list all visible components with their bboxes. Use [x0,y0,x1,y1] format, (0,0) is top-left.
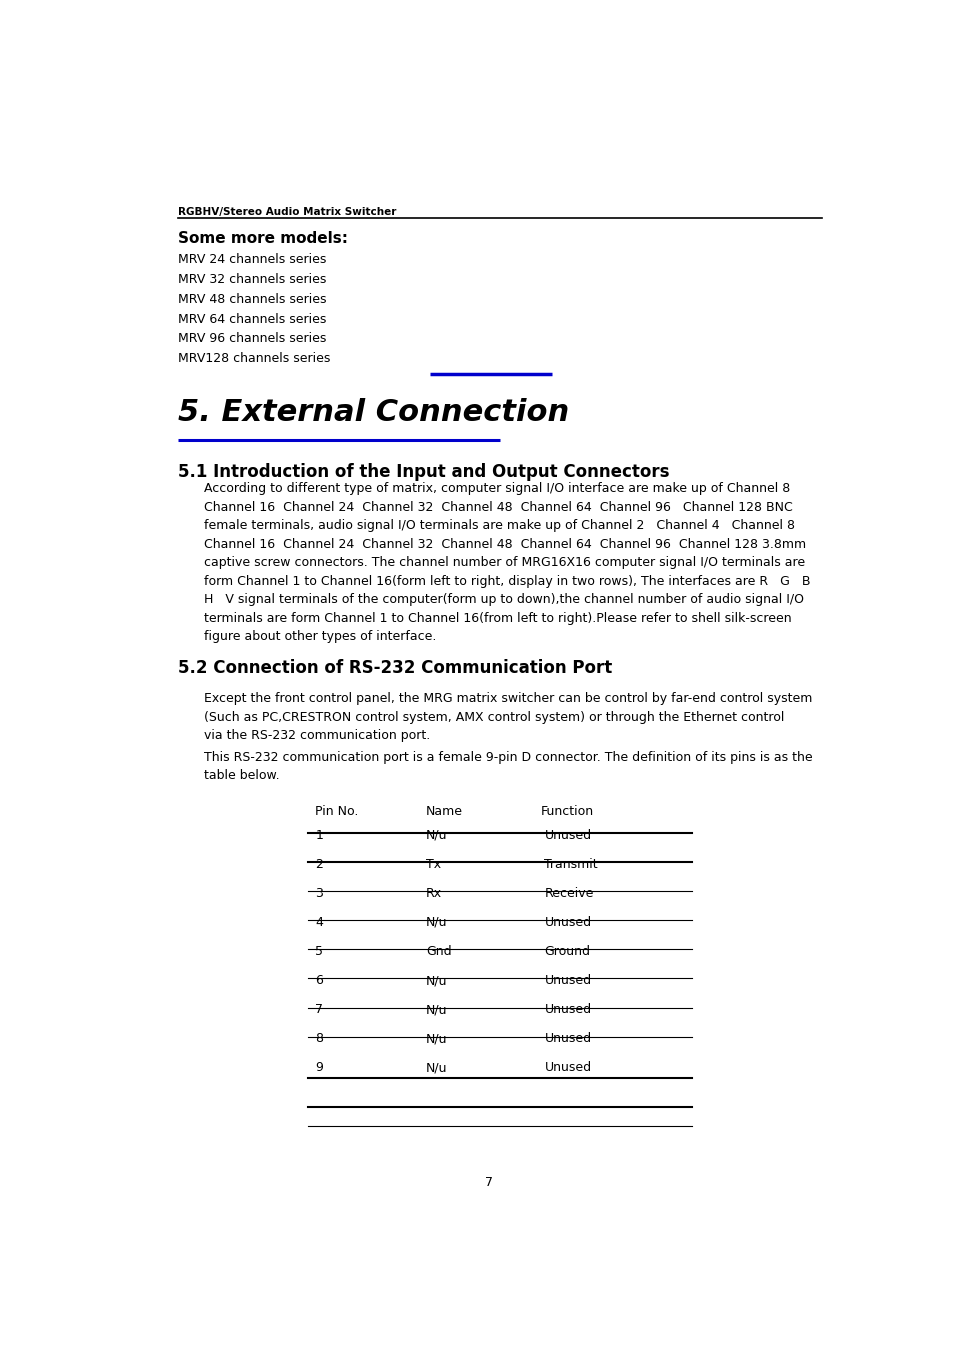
Text: MRV 96 channels series: MRV 96 channels series [178,332,327,346]
Text: figure about other types of interface.: figure about other types of interface. [204,630,436,643]
Text: MRV128 channels series: MRV128 channels series [178,352,331,366]
Text: Unused: Unused [544,1033,591,1045]
Text: 1: 1 [314,829,323,841]
Text: N/u: N/u [426,829,447,841]
Text: MRV 24 channels series: MRV 24 channels series [178,254,327,266]
Text: MRV 48 channels series: MRV 48 channels series [178,293,327,306]
Text: N/u: N/u [426,975,447,987]
Text: 9: 9 [314,1061,323,1075]
Text: N/u: N/u [426,1003,447,1017]
Text: table below.: table below. [204,769,279,783]
Text: via the RS-232 communication port.: via the RS-232 communication port. [204,729,430,742]
Text: Gnd: Gnd [426,945,451,958]
Text: H   V signal terminals of the computer(form up to down),the channel number of au: H V signal terminals of the computer(for… [204,593,803,606]
Text: (Such as PC,CRESTRON control system, AMX control system) or through the Ethernet: (Such as PC,CRESTRON control system, AMX… [204,711,783,724]
Text: 5. External Connection: 5. External Connection [178,398,569,427]
Text: This RS-232 communication port is a female 9-pin D connector. The definition of : This RS-232 communication port is a fema… [204,751,812,764]
Text: 6: 6 [314,975,323,987]
Text: Pin No.: Pin No. [314,805,358,818]
Text: Transmit: Transmit [544,857,598,871]
Text: 5.1 Introduction of the Input and Output Connectors: 5.1 Introduction of the Input and Output… [178,463,669,482]
Text: 2: 2 [314,857,323,871]
Text: 3: 3 [314,887,323,899]
Text: 4: 4 [314,915,323,929]
Text: female terminals, audio signal I/O terminals are make up of Channel 2   Channel : female terminals, audio signal I/O termi… [204,520,795,532]
Text: RGBHV/Stereo Audio Matrix Switcher: RGBHV/Stereo Audio Matrix Switcher [178,207,396,217]
Text: Channel 16  Channel 24  Channel 32  Channel 48  Channel 64  Channel 96   Channel: Channel 16 Channel 24 Channel 32 Channel… [204,501,792,513]
Text: 7: 7 [314,1003,323,1017]
Text: Channel 16  Channel 24  Channel 32  Channel 48  Channel 64  Channel 96  Channel : Channel 16 Channel 24 Channel 32 Channel… [204,537,805,551]
Text: N/u: N/u [426,915,447,929]
Text: Function: Function [540,805,593,818]
Text: Tx: Tx [426,857,440,871]
Text: 7: 7 [484,1176,493,1188]
Text: captive screw connectors. The channel number of MRG16X16 computer signal I/O ter: captive screw connectors. The channel nu… [204,556,804,570]
Text: form Channel 1 to Channel 16(form left to right, display in two rows), The inter: form Channel 1 to Channel 16(form left t… [204,575,810,587]
Text: Some more models:: Some more models: [178,231,348,246]
Text: Ground: Ground [544,945,590,958]
Text: 5: 5 [314,945,323,958]
Text: Unused: Unused [544,1003,591,1017]
Text: N/u: N/u [426,1061,447,1075]
Text: Unused: Unused [544,1061,591,1075]
Text: MRV 64 channels series: MRV 64 channels series [178,313,327,325]
Text: Unused: Unused [544,975,591,987]
Text: Unused: Unused [544,915,591,929]
Text: MRV 32 channels series: MRV 32 channels series [178,273,327,286]
Text: terminals are form Channel 1 to Channel 16(from left to right).Please refer to s: terminals are form Channel 1 to Channel … [204,612,791,625]
Text: 5.2 Connection of RS-232 Communication Port: 5.2 Connection of RS-232 Communication P… [178,659,612,678]
Text: 8: 8 [314,1033,323,1045]
Text: Rx: Rx [426,887,442,899]
Text: Except the front control panel, the MRG matrix switcher can be control by far-en: Except the front control panel, the MRG … [204,693,812,705]
Text: N/u: N/u [426,1033,447,1045]
Text: Unused: Unused [544,829,591,841]
Text: Receive: Receive [544,887,593,899]
Text: According to different type of matrix, computer signal I/O interface are make up: According to different type of matrix, c… [204,482,790,495]
Text: Name: Name [426,805,462,818]
